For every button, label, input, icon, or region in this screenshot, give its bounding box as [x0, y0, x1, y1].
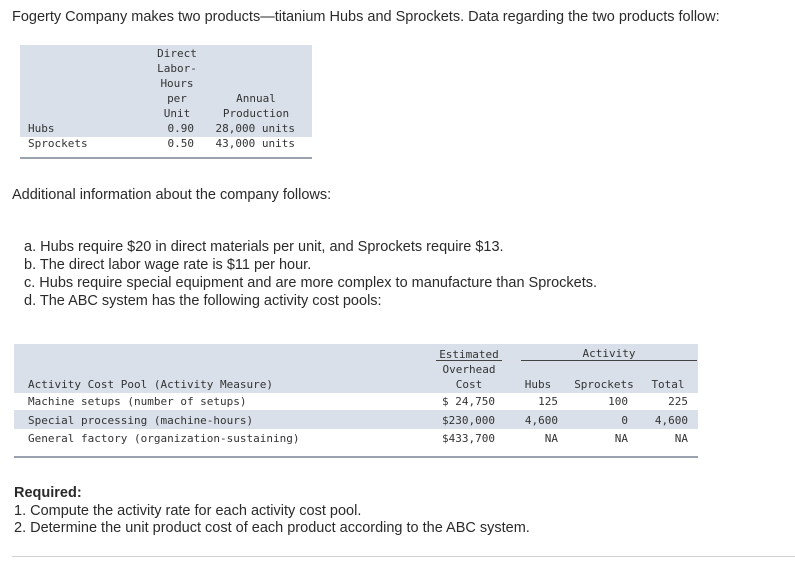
info-item-b: b. The direct labor wage rate is $11 per… — [24, 257, 312, 273]
row-name: Hubs — [28, 122, 55, 135]
header-dlh-2: Labor- — [157, 62, 197, 75]
row-production: 43,000 units — [215, 137, 295, 150]
abc-table: Estimated Overhead Cost Activity Activit… — [14, 344, 698, 464]
row-production: 28,000 units — [215, 122, 295, 135]
header-production-1: Annual — [236, 92, 276, 105]
row-pool: General factory (organization-sustaining… — [28, 432, 300, 445]
header-activity: Activity — [582, 347, 636, 360]
required-item-1: 1. Compute the activity rate for each ac… — [14, 503, 362, 519]
row-cost: $433,700 — [442, 432, 495, 445]
row-hubs: 4,600 — [524, 414, 558, 427]
info-item-d: d. The ABC system has the following acti… — [24, 293, 382, 309]
row-sprockets: 100 — [608, 395, 628, 408]
header-dlh-4: per — [167, 92, 187, 105]
row-hubs: 125 — [538, 395, 558, 408]
row-dlh: 0.50 — [167, 137, 195, 150]
header-dlh-3: Hours — [160, 77, 194, 90]
header-pool: Activity Cost Pool (Activity Measure) — [28, 378, 274, 391]
header-cost-1: Estimated — [439, 348, 499, 361]
header-cost-2: Overhead — [442, 363, 496, 376]
bottom-divider — [12, 556, 795, 557]
info-item-a: a. Hubs require $20 in direct materials … — [24, 239, 504, 255]
header-sprockets: Sprockets — [574, 378, 634, 391]
required-label: Required: — [14, 485, 82, 501]
intro-text: Fogerty Company makes two products—titan… — [12, 9, 720, 25]
row-pool: Special processing (machine-hours) — [28, 414, 254, 427]
required-item-2: 2. Determine the unit product cost of ea… — [14, 520, 530, 536]
row-pool: Machine setups (number of setups) — [28, 395, 247, 408]
header-dlh-1: Direct — [157, 47, 197, 60]
row-total: 225 — [668, 395, 688, 408]
row-total: 4,600 — [654, 414, 688, 427]
row-dlh: 0.90 — [167, 122, 195, 135]
row-hubs: NA — [544, 432, 558, 445]
header-hubs: Hubs — [524, 378, 552, 391]
row-sprockets: NA — [614, 432, 628, 445]
row-name: Sprockets — [28, 137, 88, 150]
products-table: Direct Labor- Hours per Unit Annual Prod… — [20, 45, 312, 163]
header-cost-3: Cost — [455, 378, 483, 391]
row-total: NA — [674, 432, 688, 445]
info-item-c: c. Hubs require special equipment and ar… — [24, 275, 598, 291]
additional-heading: Additional information about the company… — [12, 187, 332, 203]
header-dlh-5: Unit — [163, 107, 191, 120]
header-total: Total — [651, 378, 685, 391]
header-production-2: Production — [222, 107, 290, 120]
row-sprockets: 0 — [621, 414, 628, 427]
row-cost: $230,000 — [442, 414, 495, 427]
row-cost: $ 24,750 — [442, 395, 495, 408]
